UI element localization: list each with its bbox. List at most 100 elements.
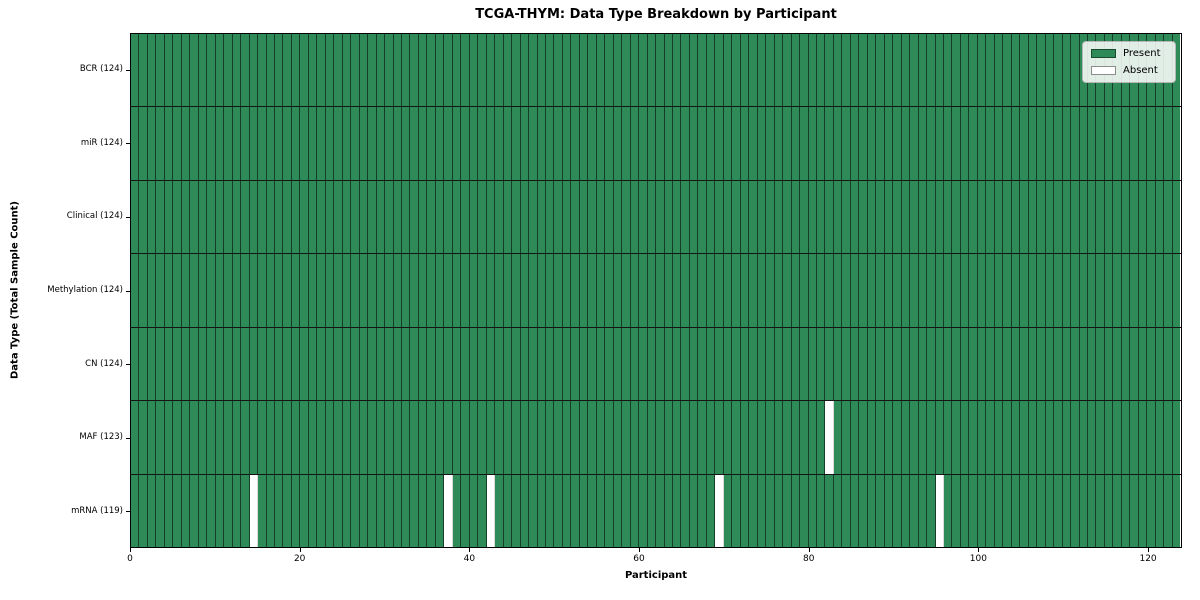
matrix-cell bbox=[1003, 107, 1012, 180]
matrix-cell bbox=[630, 474, 640, 547]
matrix-cell bbox=[224, 401, 233, 474]
matrix-cell bbox=[850, 327, 860, 401]
matrix-cell bbox=[952, 34, 961, 107]
matrix-cell bbox=[173, 180, 182, 254]
matrix-cell bbox=[1164, 401, 1173, 474]
matrix-cell bbox=[215, 34, 225, 107]
matrix-cell bbox=[681, 474, 690, 547]
matrix-cell bbox=[757, 254, 767, 327]
matrix-cell bbox=[495, 107, 504, 180]
matrix-cell bbox=[783, 34, 792, 107]
matrix-cell bbox=[147, 34, 157, 107]
matrix-cell bbox=[215, 327, 225, 401]
matrix-cell bbox=[647, 401, 657, 474]
matrix-cell bbox=[283, 327, 292, 401]
matrix-cell bbox=[927, 180, 936, 254]
matrix-cell bbox=[190, 34, 199, 107]
matrix-cell bbox=[1062, 401, 1072, 474]
matrix-cell bbox=[351, 107, 360, 180]
matrix-cell bbox=[520, 254, 530, 327]
matrix-cell bbox=[224, 327, 233, 401]
matrix-cell bbox=[1121, 107, 1131, 180]
matrix-cell bbox=[944, 180, 953, 254]
matrix-cell bbox=[444, 180, 453, 254]
matrix-cell bbox=[969, 254, 978, 327]
matrix-cell bbox=[1172, 180, 1181, 254]
matrix-cell bbox=[935, 474, 944, 547]
matrix-cell bbox=[605, 474, 614, 547]
matrix-cell bbox=[418, 401, 428, 474]
matrix-cell bbox=[1062, 34, 1072, 107]
matrix-cell bbox=[452, 254, 462, 327]
matrix-cell bbox=[1045, 474, 1055, 547]
matrix-cell bbox=[876, 327, 885, 401]
matrix-cell bbox=[664, 180, 673, 254]
matrix-cell bbox=[808, 401, 817, 474]
matrix-cell bbox=[147, 180, 157, 254]
matrix-cell bbox=[181, 474, 191, 547]
matrix-cell bbox=[249, 107, 259, 180]
matrix-cell bbox=[715, 401, 724, 474]
matrix-cell bbox=[486, 474, 496, 547]
matrix-cell bbox=[1096, 107, 1105, 180]
matrix-cell bbox=[1130, 107, 1139, 180]
matrix-cell bbox=[630, 107, 640, 180]
matrix-cell bbox=[766, 327, 775, 401]
matrix-cell bbox=[1011, 34, 1021, 107]
matrix-cell bbox=[478, 180, 487, 254]
matrix-cell bbox=[571, 254, 580, 327]
matrix-cell bbox=[147, 401, 157, 474]
matrix-cell bbox=[1045, 107, 1055, 180]
matrix-cell bbox=[1164, 107, 1173, 180]
matrix-cell bbox=[816, 327, 826, 401]
matrix-cell bbox=[935, 254, 944, 327]
matrix-cell bbox=[800, 34, 809, 107]
matrix-cell bbox=[291, 254, 301, 327]
matrix-cell bbox=[647, 254, 657, 327]
matrix-cell bbox=[1130, 474, 1139, 547]
matrix-cell bbox=[1138, 180, 1148, 254]
matrix-cell bbox=[732, 474, 741, 547]
matrix-cell bbox=[520, 107, 530, 180]
matrix-cell bbox=[630, 401, 640, 474]
matrix-cell bbox=[732, 180, 741, 254]
matrix-cell bbox=[960, 34, 970, 107]
matrix-cell bbox=[647, 474, 657, 547]
matrix-cell bbox=[1071, 401, 1080, 474]
matrix-cell bbox=[469, 34, 479, 107]
matrix-cell bbox=[376, 254, 386, 327]
matrix-cell bbox=[224, 180, 233, 254]
matrix-cell bbox=[825, 107, 834, 180]
matrix-cell bbox=[994, 180, 1004, 254]
matrix-cell bbox=[461, 474, 470, 547]
matrix-cell bbox=[249, 180, 259, 254]
matrix-cell bbox=[1130, 327, 1139, 401]
matrix-cell bbox=[994, 254, 1004, 327]
matrix-cell bbox=[520, 474, 530, 547]
matrix-cell bbox=[715, 180, 724, 254]
matrix-cell bbox=[529, 34, 538, 107]
matrix-cell bbox=[588, 254, 597, 327]
matrix-cell bbox=[300, 401, 309, 474]
matrix-cell bbox=[893, 34, 902, 107]
x-tick-label: 80 bbox=[802, 554, 815, 564]
matrix-cell bbox=[207, 107, 216, 180]
matrix-cell bbox=[732, 34, 741, 107]
matrix-cell bbox=[596, 34, 606, 107]
matrix-cell bbox=[969, 34, 978, 107]
x-tick-label: 0 bbox=[127, 554, 133, 564]
matrix-cell bbox=[334, 180, 343, 254]
matrix-cell bbox=[1155, 401, 1165, 474]
matrix-cell bbox=[325, 474, 335, 547]
matrix-cell bbox=[867, 107, 877, 180]
matrix-row-mRNA bbox=[131, 473, 1181, 547]
matrix-cell bbox=[910, 474, 919, 547]
matrix-cell bbox=[1138, 474, 1148, 547]
matrix-cell bbox=[1079, 254, 1088, 327]
matrix-cell bbox=[139, 254, 148, 327]
matrix-cell bbox=[1096, 327, 1105, 401]
matrix-cell bbox=[884, 254, 894, 327]
matrix-cell bbox=[334, 401, 343, 474]
matrix-cell bbox=[1071, 180, 1080, 254]
matrix-cell bbox=[918, 401, 928, 474]
